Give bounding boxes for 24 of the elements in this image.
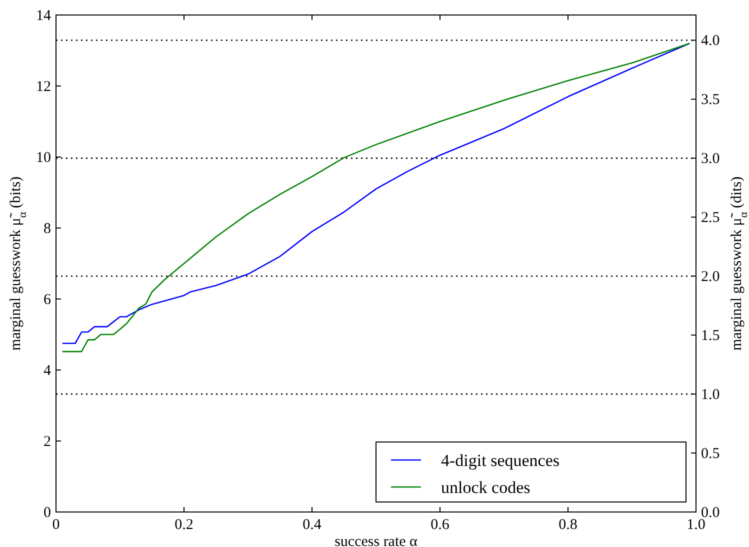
y2-tick-label: 2.0 — [701, 269, 720, 286]
y-tick-label: 0 — [44, 505, 51, 521]
y2-tick-label: 2.5 — [701, 210, 720, 226]
y-tick-label: 12 — [36, 79, 51, 95]
x-tick-label: 0.4 — [302, 517, 322, 533]
y-tick-label: 6 — [44, 292, 52, 308]
y2-tick-label: 3.5 — [701, 92, 720, 108]
y2-tick-label: 0.5 — [701, 446, 720, 462]
y-tick-label: 14 — [36, 8, 52, 24]
y-tick-label: 2 — [44, 434, 51, 450]
legend-label: unlock codes — [441, 478, 530, 497]
y-tick-label: 8 — [44, 221, 51, 237]
y2-tick-label: 3.0 — [701, 151, 720, 168]
x-axis-title: success rate α — [334, 534, 418, 547]
y2-tick-label: 1.0 — [701, 387, 720, 404]
legend-label: 4-digit sequences — [441, 451, 560, 470]
x-tick-label: 0.2 — [174, 517, 194, 533]
y2-tick-label: 1.5 — [701, 328, 720, 344]
x-tick-label: 0.6 — [430, 517, 450, 533]
y-tick-label: 10 — [36, 150, 51, 166]
x-tick-label: 1.0 — [686, 517, 706, 533]
x-tick-label: 0.8 — [558, 517, 578, 533]
y2-tick-label: 4.0 — [701, 33, 720, 50]
y-tick-label: 4 — [44, 363, 52, 379]
